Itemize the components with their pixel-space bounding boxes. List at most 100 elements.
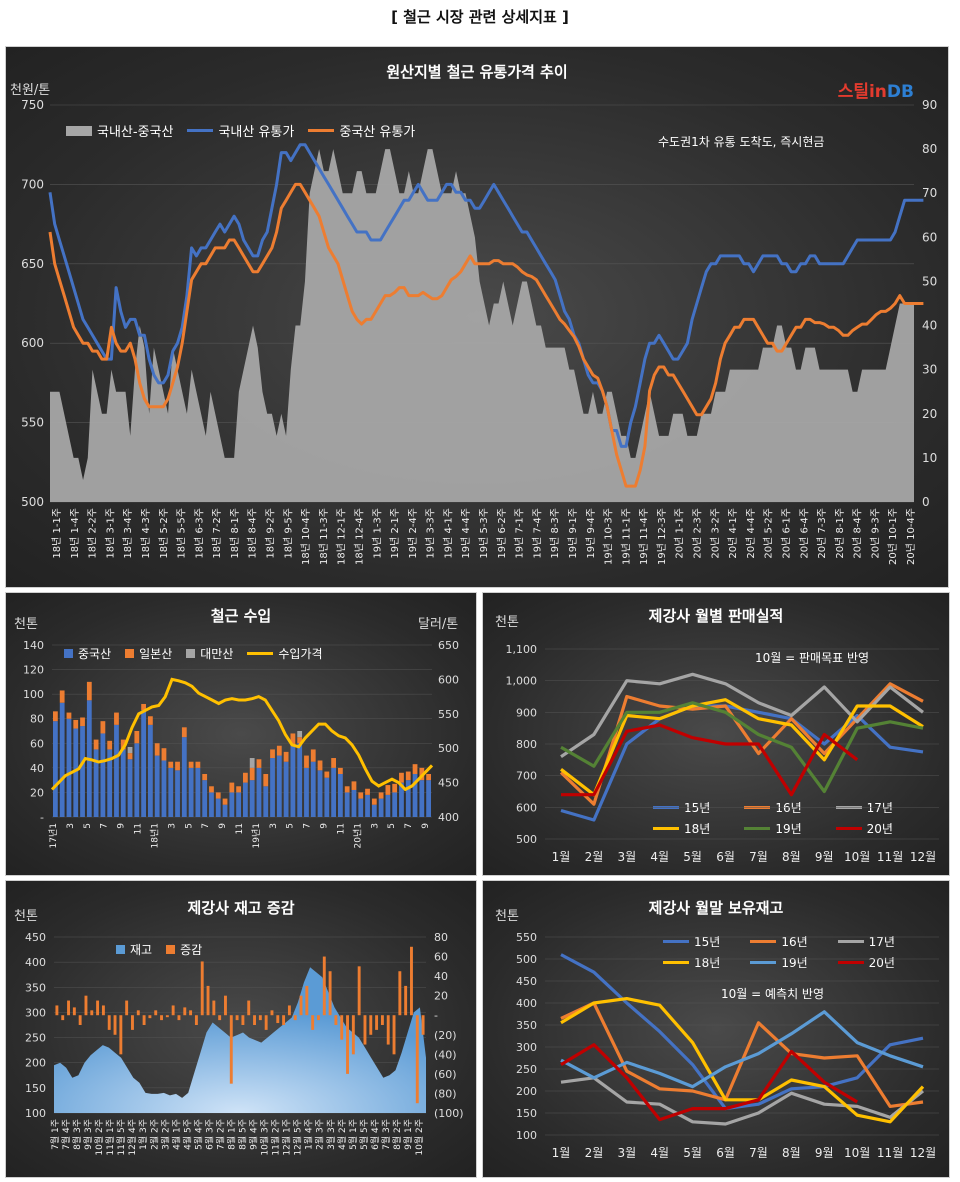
invchange-change-bar	[107, 1015, 111, 1030]
imports-japan-bar	[426, 774, 431, 781]
legend-sales-20: 20년	[835, 820, 893, 837]
inventory-xtick: 8월	[782, 1146, 801, 1160]
imports-china-bar	[249, 780, 255, 817]
price-xtick: 19년 4-4주	[460, 508, 472, 559]
invchange-change-bar	[276, 1015, 280, 1024]
imports-japan-bar	[324, 771, 330, 778]
steelindb-logo: 스틸inDB	[837, 82, 914, 102]
imports-china-bar	[405, 780, 411, 817]
imports-china-bar	[324, 777, 330, 817]
imports-price-line	[50, 677, 434, 792]
imports-china-bar	[283, 761, 289, 817]
invchange-change-bar	[194, 1015, 198, 1025]
sales-xtick: 11월	[877, 850, 903, 864]
invchange-change-bar	[119, 1015, 123, 1055]
imports-japan-bar	[371, 798, 377, 805]
invchange-ytick: 450	[25, 931, 46, 944]
inventory-xtick: 5월	[683, 1146, 702, 1160]
invchange-change-bar	[61, 1015, 65, 1021]
sales-xtick: 3월	[617, 850, 636, 864]
imports-china-bar	[154, 755, 160, 817]
legend-domestic: 국내산 유통가	[187, 121, 294, 140]
price-xtick: 19년 8-3주	[549, 508, 561, 559]
invchange-xtick: 3월 3주	[325, 1119, 337, 1150]
legend-inv-19: 19년	[750, 954, 808, 971]
invchange-xtick: 11월 1주	[104, 1119, 116, 1156]
price-ytick: 650	[21, 257, 44, 271]
price-xtick: 19년 12-3주	[656, 508, 668, 565]
invchange-xtick: 4월 1주	[170, 1119, 182, 1150]
invchange-xtick: 12월 1주	[281, 1119, 293, 1156]
imports-china-bar	[412, 774, 418, 817]
imports-china-bar	[365, 794, 370, 817]
imports-china-bar	[243, 782, 248, 817]
invchange-change-bar	[404, 985, 408, 1016]
imports-china-bar	[338, 774, 343, 817]
invchange-xtick: 9월 1주	[402, 1119, 414, 1150]
invchange-change-bar	[78, 1015, 82, 1025]
invchange-xtick: 10월 2주	[93, 1119, 105, 1156]
invchange-change-bar	[113, 1015, 117, 1035]
invchange-xtick: 1월 4주	[303, 1119, 315, 1150]
sales-xtick: 2월	[585, 850, 604, 864]
imports-japan-bar	[202, 774, 208, 781]
sales-note: 10월 = 판매목표 반영	[755, 651, 870, 665]
imports-ytick: 60	[30, 737, 44, 750]
imports-japan-bar	[229, 782, 235, 793]
invchange-change-bar	[136, 1010, 140, 1016]
sales-xtick: 7월	[749, 850, 768, 864]
inventory-change-svg: 100 150 200 250 300 350 400 450 (100) (80) (60) (40…	[25, 931, 464, 1156]
price-xtick: 18년 5-5주	[176, 508, 188, 559]
imports-xtick: 9	[320, 823, 330, 829]
imports-japan-bar	[141, 703, 146, 711]
price-xtick: 18년 1-1주	[51, 508, 63, 559]
imports-china-bar	[351, 789, 357, 817]
imports-xtick: 9	[117, 823, 127, 829]
invchange-xtick: 5월 1주	[347, 1119, 359, 1150]
invchange-change-bar	[340, 1015, 344, 1040]
imports-china-bar	[236, 792, 241, 817]
invchange-change-bar	[415, 1015, 419, 1104]
invchange-y2tick: 40	[434, 970, 448, 983]
imports-japan-bar	[127, 753, 133, 760]
invchange-change-bar	[410, 946, 413, 1016]
imports-ytick: 100	[23, 688, 44, 701]
imports-japan-bar	[73, 719, 79, 729]
inventory-change-panel: 제강사 재고 증감 천톤 재고 증감 100 150 200 250 300 350 400…	[5, 880, 477, 1178]
imports-japan-bar	[209, 786, 214, 793]
imports-japan-bar	[59, 690, 65, 703]
inventory-ytick: 250	[516, 1063, 537, 1076]
invchange-xtick: 5월 5주	[358, 1119, 370, 1150]
price-xtick: 19년 6-2주	[496, 508, 508, 559]
inventory-xtick: 6월	[716, 1146, 735, 1160]
imports-xtick: 5	[184, 823, 194, 829]
imports-japan-bar	[297, 737, 303, 744]
invchange-y2tick: (20)	[434, 1029, 457, 1042]
price-ytick: 700	[21, 177, 44, 191]
price-xtick: 20년 6-4주	[798, 508, 810, 559]
price-xtick: 18년 3-4주	[122, 508, 134, 559]
invchange-change-bar	[357, 966, 361, 1016]
inventory-ytick: 150	[516, 1107, 537, 1120]
imports-china-bar	[181, 737, 187, 817]
inventory-line-19년	[560, 1010, 924, 1089]
invchange-xtick: 1월 3주	[137, 1119, 149, 1150]
invchange-change-bar	[287, 1005, 291, 1016]
invchange-change-bar	[218, 1015, 222, 1021]
price-note: 수도권1차 유통 도착도, 즉시현금	[658, 135, 825, 149]
imports-japan-bar	[175, 761, 180, 771]
imports-legend: 중국산 일본산 대만산 수입가격	[64, 645, 323, 662]
sales-line-20년	[561, 723, 859, 797]
invchange-xtick: 8월 1주	[225, 1119, 237, 1150]
imports-y2tick: 500	[438, 742, 459, 755]
invchange-change-bar	[224, 995, 227, 1016]
imports-china-bar	[100, 733, 106, 817]
inventory-change-title: 제강사 재고 증감	[187, 899, 295, 917]
invchange-ytick: 100	[25, 1107, 46, 1120]
price-ytick: 550	[21, 416, 44, 430]
imports-japan-bar	[304, 755, 309, 768]
imports-china-bar	[358, 798, 364, 817]
imports-china-bar	[161, 760, 167, 817]
imports-china-bar	[290, 745, 296, 817]
legend-sales-18: 18년	[653, 820, 710, 837]
